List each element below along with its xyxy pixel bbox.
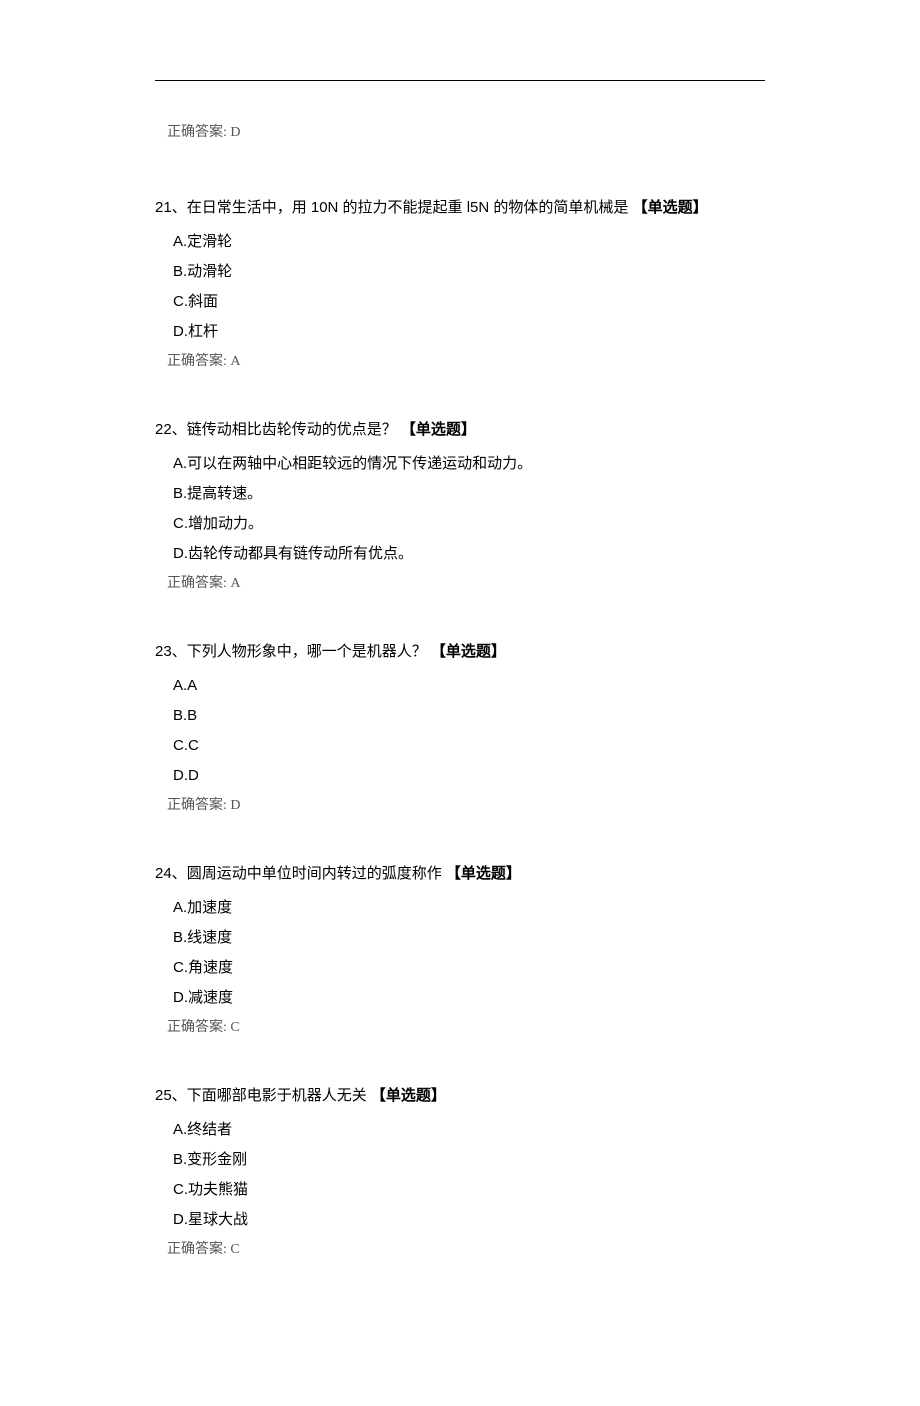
option-d: D.齿轮传动都具有链传动所有优点。 [173,542,765,566]
option-c: C.角速度 [173,956,765,980]
question-23: 23、下列人物形象中，哪一个是机器人？ 【单选题】 A.A B.B C.C D.… [155,640,765,814]
question-title: 21、在日常生活中，用 10N 的拉力不能提起重 l5N 的物体的简单机械是 【… [155,196,765,220]
question-text: 下面哪部电影于机器人无关 [187,1087,371,1104]
question-type: 【单选题】 [633,199,708,216]
option-d: D.星球大战 [173,1208,765,1232]
option-c: C.增加动力。 [173,512,765,536]
option-b: B.变形金刚 [173,1148,765,1172]
option-a: A.终结者 [173,1118,765,1142]
option-d: D.杠杆 [173,320,765,344]
option-b: B.线速度 [173,926,765,950]
previous-answer: 正确答案: D [167,121,765,141]
option-c: C.功夫熊猫 [173,1178,765,1202]
option-d: D.D [173,764,765,788]
question-type: 【单选题】 [371,1087,446,1104]
question-number: 23、 [155,643,187,660]
question-title: 23、下列人物形象中，哪一个是机器人？ 【单选题】 [155,640,765,664]
option-c: C.C [173,734,765,758]
option-a: A.A [173,674,765,698]
question-type: 【单选题】 [446,865,521,882]
option-a: A.加速度 [173,896,765,920]
option-a: A.可以在两轴中心相距较远的情况下传递运动和动力。 [173,452,765,476]
correct-answer: 正确答案: C [167,1238,765,1258]
option-d: D.减速度 [173,986,765,1010]
question-24: 24、圆周运动中单位时间内转过的弧度称作 【单选题】 A.加速度 B.线速度 C… [155,862,765,1036]
option-b: B.提高转速。 [173,482,765,506]
question-25: 25、下面哪部电影于机器人无关 【单选题】 A.终结者 B.变形金刚 C.功夫熊… [155,1084,765,1258]
question-number: 21、 [155,199,187,216]
question-number: 22、 [155,421,187,438]
question-text: 下列人物形象中，哪一个是机器人？ [187,643,431,660]
question-type: 【单选题】 [431,643,506,660]
correct-answer: 正确答案: C [167,1016,765,1036]
question-number: 24、 [155,865,187,882]
question-21: 21、在日常生活中，用 10N 的拉力不能提起重 l5N 的物体的简单机械是 【… [155,196,765,370]
option-b: B.B [173,704,765,728]
question-number: 25、 [155,1087,187,1104]
question-text: 在日常生活中，用 10N 的拉力不能提起重 l5N 的物体的简单机械是 [187,199,633,216]
question-text: 圆周运动中单位时间内转过的弧度称作 [187,865,446,882]
question-22: 22、链传动相比齿轮传动的优点是？ 【单选题】 A.可以在两轴中心相距较远的情况… [155,418,765,592]
question-text: 链传动相比齿轮传动的优点是？ [187,421,401,438]
question-title: 22、链传动相比齿轮传动的优点是？ 【单选题】 [155,418,765,442]
correct-answer: 正确答案: A [167,350,765,370]
option-c: C.斜面 [173,290,765,314]
option-a: A.定滑轮 [173,230,765,254]
correct-answer: 正确答案: A [167,572,765,592]
question-type: 【单选题】 [401,421,476,438]
correct-answer: 正确答案: D [167,794,765,814]
horizontal-rule [155,80,765,81]
question-title: 24、圆周运动中单位时间内转过的弧度称作 【单选题】 [155,862,765,886]
question-title: 25、下面哪部电影于机器人无关 【单选题】 [155,1084,765,1108]
option-b: B.动滑轮 [173,260,765,284]
